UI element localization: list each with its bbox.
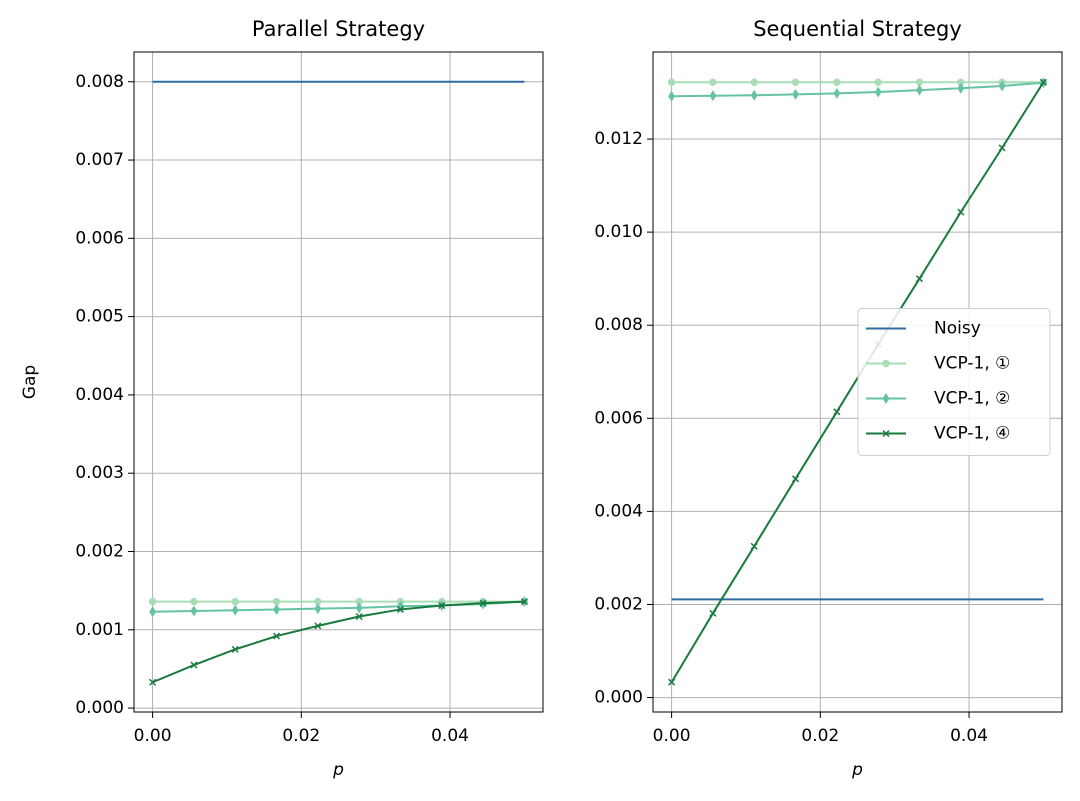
axes-frame [133, 51, 544, 713]
y-tick-label: 0.008 [594, 315, 643, 335]
legend-box [857, 308, 1051, 456]
marker [231, 604, 239, 616]
y-axis-label: Gap [20, 365, 40, 399]
marker [149, 678, 157, 686]
y-tick-label: 0.004 [75, 385, 124, 405]
marker [709, 90, 717, 102]
marker [750, 89, 758, 101]
marker [314, 622, 322, 630]
y-tick-label: 0.001 [75, 620, 124, 640]
marker [915, 78, 924, 86]
marker [272, 597, 281, 606]
marker [231, 597, 239, 606]
y-tick-label: 0.004 [594, 501, 643, 521]
marker [314, 603, 322, 615]
marker [957, 208, 965, 216]
y-tick-label: 0.006 [75, 228, 124, 248]
marker [874, 86, 882, 98]
x-axis-label: p [851, 760, 863, 780]
legend-label: VCP-1, ④ [934, 424, 1010, 444]
marker [792, 88, 799, 100]
marker [882, 359, 890, 368]
marker [709, 609, 717, 617]
y-tick-label: 0.012 [594, 129, 643, 149]
x-tick-label: 0.04 [431, 726, 469, 746]
y-tick-label: 0.010 [594, 222, 643, 242]
marker [792, 475, 800, 483]
marker [998, 144, 1006, 152]
legend-label: Noisy [934, 319, 981, 339]
marker [750, 78, 758, 86]
marker [190, 661, 198, 669]
axes-frame [652, 51, 1063, 713]
marker [355, 602, 363, 614]
y-tick-label: 0.002 [75, 542, 124, 562]
marker [882, 393, 890, 404]
marker [668, 90, 675, 102]
x-tick-label: 0.04 [950, 726, 988, 746]
y-tick-label: 0.007 [75, 150, 124, 170]
marker [231, 645, 239, 653]
marker [916, 84, 923, 96]
marker [833, 87, 841, 99]
y-tick-label: 0.002 [594, 594, 643, 614]
marker [273, 603, 280, 615]
y-tick-label: 0.000 [594, 688, 643, 708]
marker [709, 78, 717, 86]
x-tick-label: 0.00 [134, 726, 172, 746]
series-line [671, 81, 1044, 98]
legend-label: VCP-1, ① [934, 354, 1010, 374]
marker [882, 429, 890, 438]
marker [833, 78, 841, 86]
marker [149, 606, 156, 618]
marker [190, 605, 198, 617]
marker [1039, 78, 1047, 86]
series-line [152, 600, 525, 684]
marker [874, 78, 882, 86]
x-tick-label: 0.02 [282, 726, 320, 746]
marker [998, 80, 1006, 92]
marker [915, 275, 923, 283]
y-tick-label: 0.005 [75, 307, 124, 327]
marker [833, 408, 841, 416]
marker [438, 601, 446, 610]
y-tick-label: 0.006 [594, 408, 643, 428]
legend-label: VCP-1, ② [934, 389, 1010, 409]
x-tick-label: 0.02 [801, 726, 839, 746]
chart-title: Parallel Strategy [252, 17, 425, 41]
marker [957, 82, 965, 94]
marker [479, 599, 487, 607]
marker [355, 612, 363, 621]
marker [520, 598, 528, 606]
marker [667, 78, 676, 86]
marker [750, 542, 758, 550]
marker [791, 78, 800, 86]
marker [668, 678, 676, 686]
x-tick-label: 0.00 [653, 726, 691, 746]
x-axis-label: p [332, 760, 344, 780]
marker [190, 597, 198, 606]
marker [396, 605, 404, 613]
chart-title: Sequential Strategy [753, 17, 962, 41]
marker [273, 632, 281, 640]
y-tick-label: 0.003 [75, 463, 124, 483]
marker [148, 597, 157, 606]
y-tick-label: 0.000 [75, 698, 124, 718]
y-tick-label: 0.008 [75, 72, 124, 92]
